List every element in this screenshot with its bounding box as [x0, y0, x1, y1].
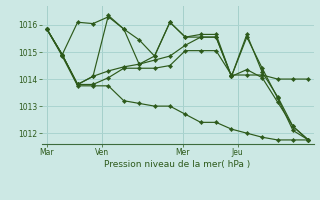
- X-axis label: Pression niveau de la mer( hPa ): Pression niveau de la mer( hPa ): [104, 160, 251, 169]
